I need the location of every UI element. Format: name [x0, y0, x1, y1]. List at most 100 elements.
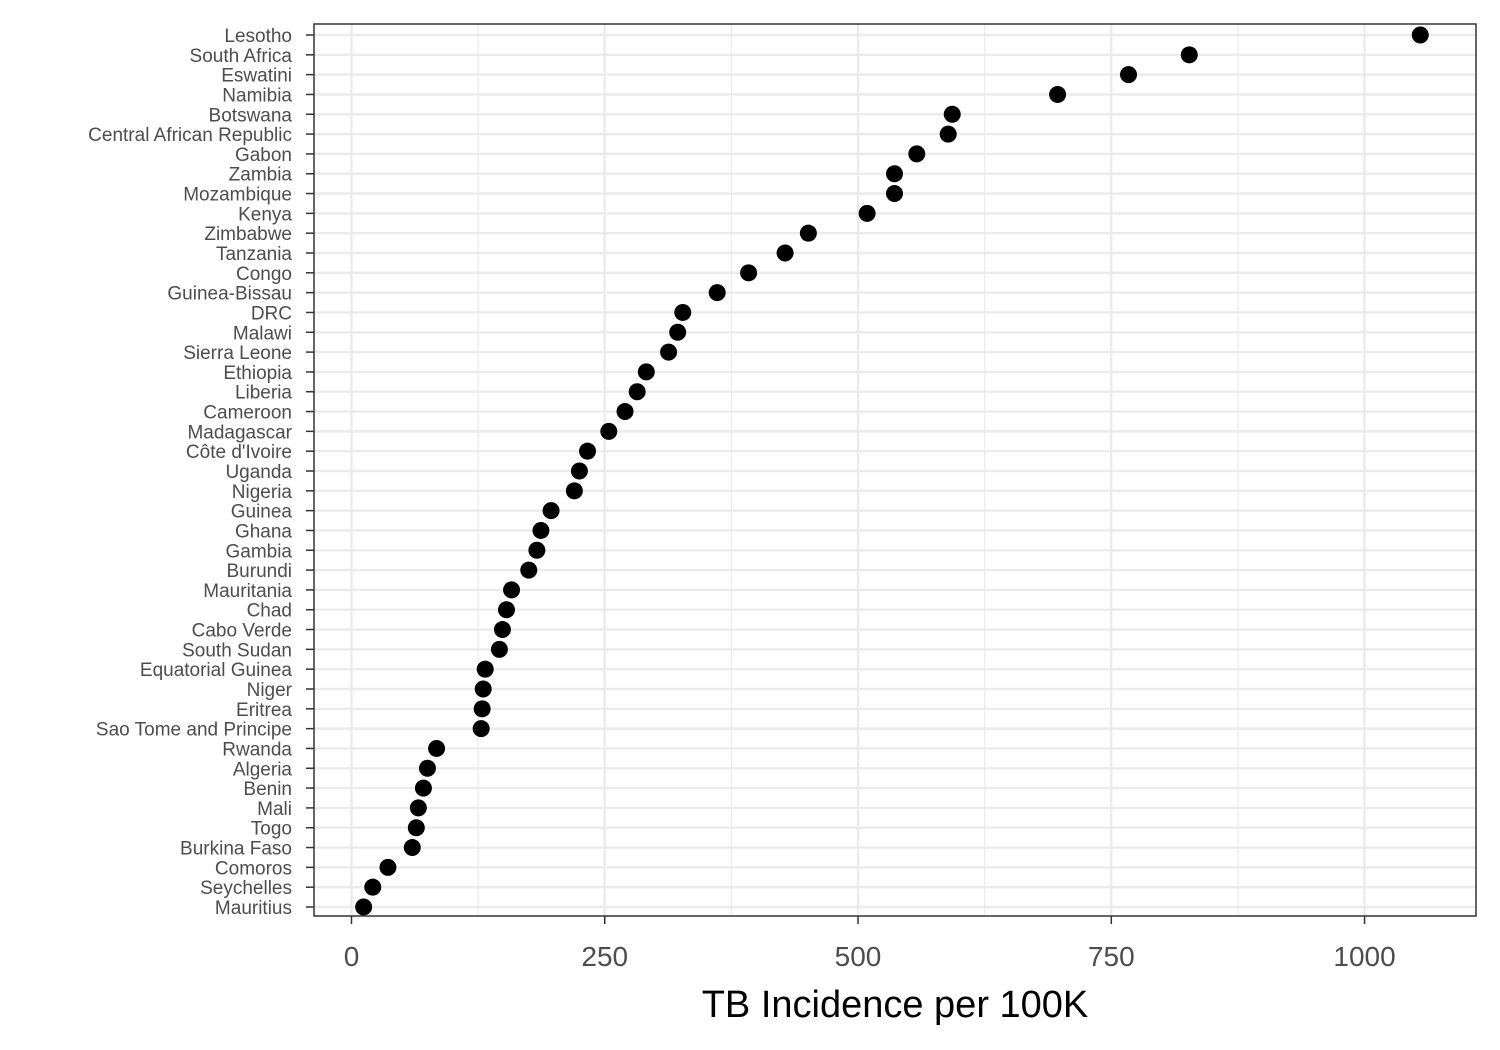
data-point	[579, 442, 597, 460]
data-point	[355, 898, 373, 916]
data-point	[532, 521, 550, 539]
y-tick-label: Cabo Verde	[192, 621, 292, 642]
axis-ticks	[306, 34, 1366, 924]
y-tick-label: Malawi	[233, 323, 292, 344]
data-point	[403, 839, 421, 857]
data-point	[428, 739, 446, 757]
y-tick-label: Zambia	[229, 165, 293, 186]
y-tick-label: Eritrea	[236, 700, 292, 721]
data-point	[379, 858, 397, 876]
y-tick-label: Chad	[247, 601, 292, 622]
data-point	[799, 224, 817, 242]
data-point	[600, 422, 618, 440]
data-point	[570, 462, 588, 480]
x-tick-label: 500	[835, 941, 882, 972]
data-point	[497, 601, 515, 619]
y-tick-label: Rwanda	[222, 739, 292, 760]
data-point	[885, 185, 903, 203]
x-tick-label: 1000	[1333, 941, 1395, 972]
data-point	[628, 383, 646, 401]
y-tick-label: Equatorial Guinea	[140, 660, 293, 681]
data-point	[407, 819, 425, 837]
data-point	[943, 105, 961, 123]
y-tick-label: Gambia	[225, 541, 292, 562]
y-tick-label: Madagascar	[187, 422, 292, 443]
data-point	[1180, 46, 1198, 64]
y-tick-label: Guinea-Bissau	[167, 284, 292, 305]
y-tick-label: Mali	[257, 799, 292, 820]
y-tick-label: Zimbabwe	[204, 224, 292, 245]
y-tick-label: Togo	[251, 819, 292, 840]
data-point	[1049, 85, 1067, 103]
x-tick-label: 0	[344, 941, 360, 972]
y-tick-label: Côte d'Ivoire	[186, 442, 292, 463]
y-tick-label: Algeria	[233, 759, 293, 780]
y-tick-label: Congo	[236, 264, 292, 285]
data-point	[908, 145, 926, 163]
y-tick-label: Mozambique	[183, 185, 292, 206]
data-point	[708, 284, 726, 302]
data-point	[1120, 66, 1138, 84]
data-point	[503, 581, 521, 599]
y-tick-label: Eswatini	[221, 66, 292, 87]
data-point	[616, 403, 634, 421]
data-point	[885, 165, 903, 183]
data-point	[414, 779, 432, 797]
data-point	[476, 660, 494, 678]
y-tick-label: Tanzania	[216, 244, 292, 265]
y-tick-label: Burundi	[227, 561, 293, 582]
y-tick-label: Comoros	[215, 858, 292, 879]
data-point	[740, 264, 758, 282]
y-tick-label: Sao Tome and Principe	[96, 720, 292, 741]
y-tick-label: Ethiopia	[223, 363, 292, 384]
data-point	[660, 343, 678, 361]
y-tick-label: Liberia	[235, 383, 292, 404]
data-point	[364, 878, 382, 896]
data-point	[542, 502, 560, 520]
y-tick-label: Niger	[247, 680, 293, 701]
data-point	[418, 759, 436, 777]
data-point	[1411, 26, 1429, 44]
data-point	[669, 323, 687, 341]
y-tick-label: Botswana	[209, 105, 293, 126]
y-tick-label: Guinea	[231, 502, 293, 523]
y-tick-label: Gabon	[235, 145, 292, 166]
panel-border	[313, 23, 1477, 917]
x-tick-label: 750	[1088, 941, 1135, 972]
data-point	[409, 799, 427, 817]
y-tick-label: Sierra Leone	[183, 343, 292, 364]
data-point	[474, 680, 492, 698]
y-tick-label: South Africa	[190, 46, 293, 67]
y-tick-label: Central African Republic	[88, 125, 292, 146]
y-tick-label: Uganda	[225, 462, 292, 483]
data-point	[776, 244, 794, 262]
x-axis-tick-labels: 0 250 500 750 1000	[344, 941, 1396, 972]
data-points	[355, 26, 1429, 916]
y-tick-label: Lesotho	[224, 26, 292, 47]
y-tick-label: Mauritius	[215, 898, 292, 919]
y-tick-label: Benin	[243, 779, 292, 800]
data-point	[520, 561, 538, 579]
y-tick-label: Namibia	[222, 85, 292, 106]
y-tick-label: South Sudan	[182, 640, 292, 661]
data-point	[637, 363, 655, 381]
data-point	[493, 621, 511, 639]
y-tick-label: Cameroon	[203, 403, 292, 424]
gridlines	[314, 24, 1476, 916]
x-axis-label: TB Incidence per 100K	[702, 984, 1089, 1026]
data-point	[939, 125, 957, 143]
y-tick-label: Mauritania	[203, 581, 292, 602]
data-point	[472, 720, 490, 738]
y-tick-label: DRC	[251, 303, 292, 324]
y-tick-label: Burkina Faso	[180, 839, 292, 860]
data-point	[858, 204, 876, 222]
x-tick-label: 250	[581, 941, 628, 972]
data-point	[565, 482, 583, 500]
y-tick-label: Kenya	[238, 204, 292, 225]
data-point	[674, 303, 692, 321]
data-point	[490, 640, 508, 658]
y-tick-label: Ghana	[235, 521, 292, 542]
y-tick-label: Seychelles	[200, 878, 292, 899]
